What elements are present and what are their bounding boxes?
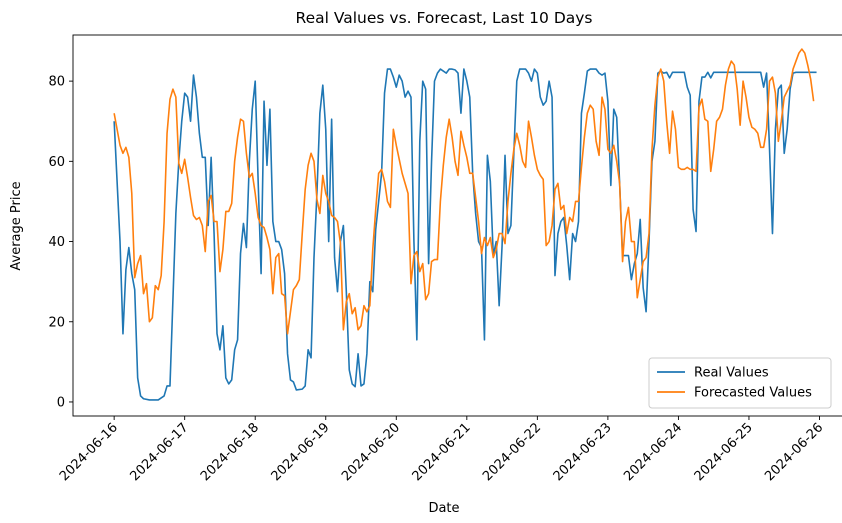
y-axis-title: Average Price [9,181,24,270]
series-line-real-values [113,68,817,401]
y-tick-label: 20 [48,315,65,330]
legend-label: Real Values [694,366,769,381]
legend: Real Values Forecasted Values [648,357,832,409]
plot-frame [72,34,842,417]
y-tick-label: 40 [48,235,65,250]
y-tick-label: 80 [48,75,65,90]
y-tick-label: 60 [48,155,65,170]
legend-box [648,357,832,409]
y-axis-ticks: 0 20 40 60 80 [48,75,73,410]
chart-title: Real Values vs. Forecast, Last 10 Days [296,9,593,27]
y-tick-label: 0 [57,395,65,410]
plot-area [113,48,817,401]
x-axis-title: Date [428,501,459,516]
legend-label: Forecasted Values [694,386,812,401]
series-line-forecasted-values [113,48,815,335]
